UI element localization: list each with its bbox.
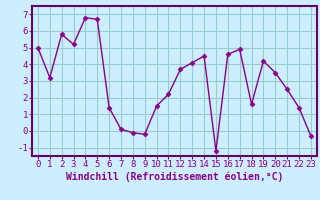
X-axis label: Windchill (Refroidissement éolien,°C): Windchill (Refroidissement éolien,°C) — [66, 172, 283, 182]
